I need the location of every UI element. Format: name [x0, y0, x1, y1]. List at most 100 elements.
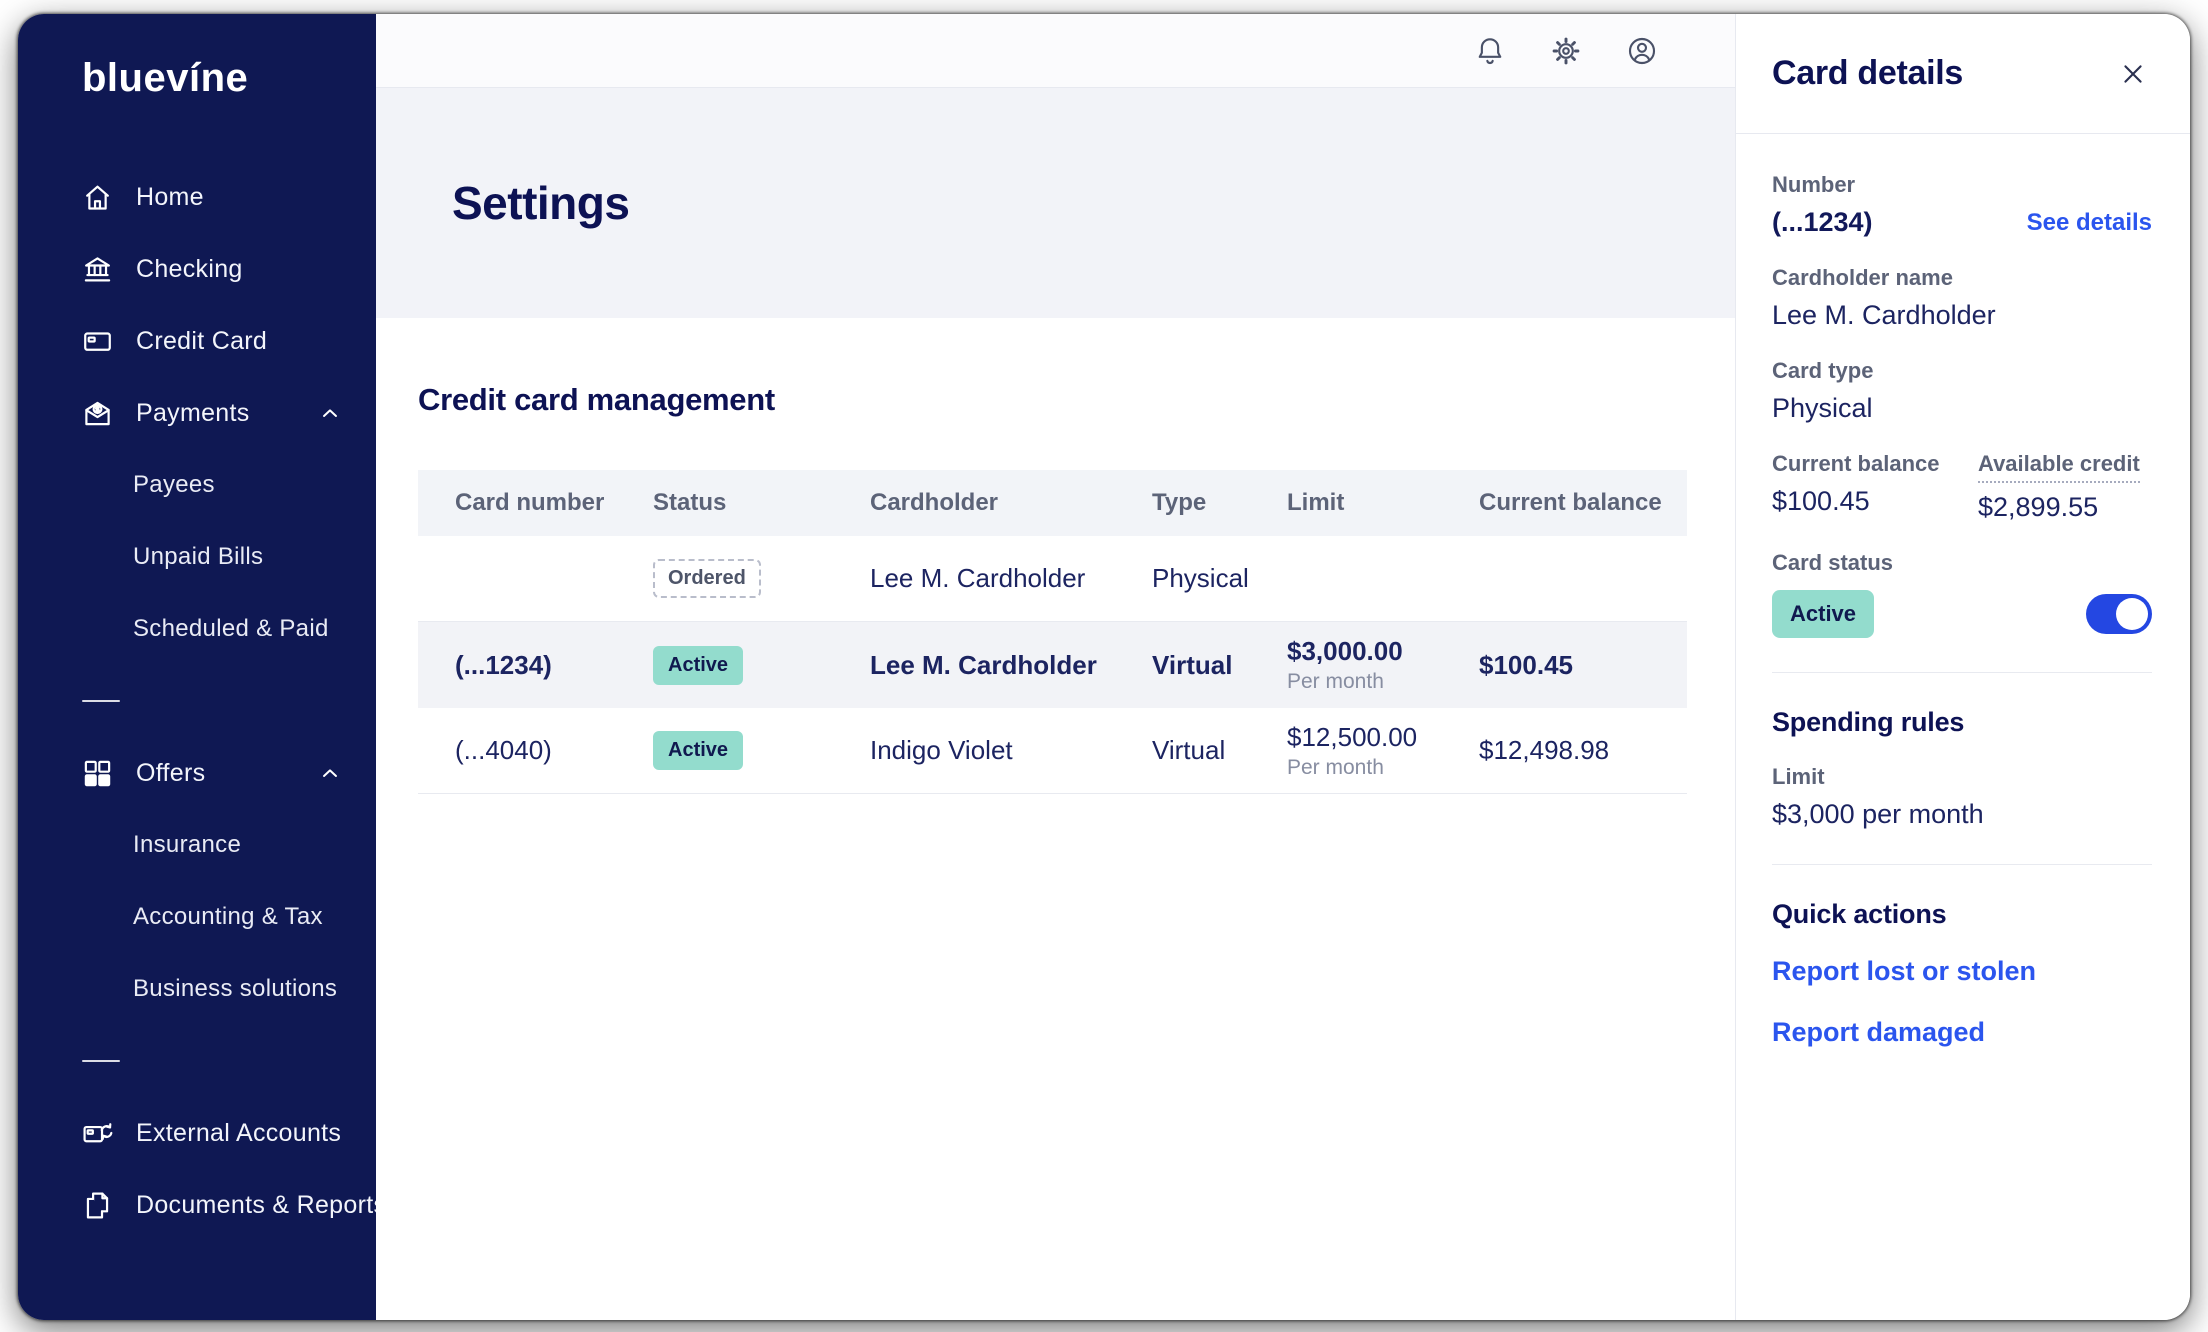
- cell-current-balance: $12,498.98: [1479, 735, 1610, 765]
- sidebar-item-business-solutions[interactable]: Business solutions: [18, 953, 376, 1025]
- credit-card-table: Card number Status Cardholder Type Limit…: [418, 470, 1687, 794]
- sidebar-item-credit-card[interactable]: Credit Card: [18, 305, 376, 377]
- column-header: Current balance: [1479, 489, 1662, 516]
- available-credit-value: $2,899.55: [1978, 492, 2099, 522]
- card-status-toggle[interactable]: [2086, 594, 2152, 634]
- field-label: Limit: [1772, 764, 1825, 789]
- table-row[interactable]: Ordered Lee M. Cardholder Physical: [418, 536, 1687, 622]
- cell-card-number: (...1234): [455, 649, 552, 680]
- home-icon: [82, 182, 113, 213]
- sidebar-item-documents-reports[interactable]: Documents & Reports: [18, 1169, 386, 1241]
- field-spending-limit: Limit $3,000 per month: [1772, 764, 2152, 830]
- card-number-value: (...1234): [1772, 207, 1873, 237]
- sidebar-item-label: Insurance: [133, 831, 242, 858]
- chevron-up-icon: [318, 401, 342, 425]
- field-balances: Current balance $100.45 Available credit…: [1772, 451, 2152, 523]
- sidebar-item-checking[interactable]: Checking: [18, 233, 376, 305]
- toggle-knob: [2116, 598, 2148, 630]
- cell-cardholder: Indigo Violet: [870, 735, 1013, 765]
- sidebar-item-label: Scheduled & Paid: [133, 615, 329, 642]
- field-available-credit: Available credit $2,899.55: [1978, 451, 2152, 523]
- report-lost-stolen-link[interactable]: Report lost or stolen: [1772, 956, 2037, 986]
- cell-cardholder: Lee M. Cardholder: [870, 649, 1097, 680]
- profile-button[interactable]: [1625, 34, 1659, 68]
- column-header: Type: [1152, 489, 1207, 516]
- limit-amount: $3,000.00: [1287, 636, 1403, 666]
- close-panel-button[interactable]: [2116, 57, 2150, 91]
- quick-actions-title: Quick actions: [1772, 899, 1947, 929]
- payments-icon: [82, 398, 113, 429]
- content-area: Credit card management Card number Statu…: [376, 318, 1735, 1320]
- report-damaged-link[interactable]: Report damaged: [1772, 1017, 1986, 1047]
- cell-type: Virtual: [1152, 649, 1233, 680]
- panel-title: Card details: [1772, 54, 1964, 92]
- chevron-up-icon: [318, 761, 342, 785]
- field-card-type: Card type Physical: [1772, 358, 2152, 424]
- page-header-band: Settings: [376, 88, 1735, 318]
- sidebar-item-label: Home: [136, 182, 204, 211]
- cell-status: Active: [653, 645, 870, 685]
- topbar: [376, 14, 1735, 88]
- field-cardholder-name: Cardholder name Lee M. Cardholder: [1772, 265, 2152, 331]
- external-accounts-icon: [82, 1118, 113, 1149]
- column-header: Cardholder: [870, 489, 999, 516]
- sidebar-item-label: Unpaid Bills: [133, 543, 264, 570]
- sidebar-item-label: Accounting & Tax: [133, 903, 323, 930]
- offers-grid-icon: [82, 758, 113, 789]
- bell-icon: [1478, 37, 1502, 64]
- bank-icon: [82, 254, 113, 285]
- panel-header: Card details: [1736, 14, 2190, 134]
- sidebar-item-payees[interactable]: Payees: [18, 449, 376, 521]
- app-window: bluevíne Home Checking Credit Card: [18, 14, 2190, 1320]
- sidebar-item-label: External Accounts: [136, 1118, 342, 1147]
- cell-status: Ordered: [653, 559, 870, 598]
- field-current-balance: Current balance $100.45: [1772, 451, 1978, 523]
- limit-period: Per month: [1287, 755, 1384, 779]
- notifications-button[interactable]: [1473, 34, 1507, 68]
- sidebar-item-offers[interactable]: Offers: [18, 737, 376, 809]
- available-credit-label: Available credit: [1978, 451, 2140, 483]
- user-avatar-icon: [1628, 37, 1656, 64]
- field-label: Card type: [1772, 358, 1874, 383]
- sidebar-item-label: Payments: [136, 398, 250, 427]
- cell-limit: $12,500.00 Per month: [1287, 722, 1479, 780]
- status-badge: Ordered: [653, 559, 761, 598]
- card-details-panel: Card details Number (...1234) See detail…: [1735, 14, 2190, 1320]
- field-card-status: Card status Active: [1772, 550, 2152, 638]
- sidebar: bluevíne Home Checking Credit Card: [18, 14, 386, 1320]
- sidebar-item-payments[interactable]: Payments: [18, 377, 376, 449]
- see-details-link[interactable]: See details: [2026, 208, 2152, 236]
- panel-body: Number (...1234) See details Cardholder …: [1736, 134, 2190, 1078]
- sidebar-item-accounting-tax[interactable]: Accounting & Tax: [18, 881, 376, 953]
- settings-button[interactable]: [1549, 34, 1583, 68]
- sidebar-item-external-accounts[interactable]: External Accounts: [18, 1097, 376, 1169]
- spending-limit-value: $3,000 per month: [1772, 799, 1984, 829]
- gear-icon: [1552, 37, 1580, 64]
- sidebar-item-scheduled-paid[interactable]: Scheduled & Paid: [18, 593, 376, 665]
- sidebar-item-insurance[interactable]: Insurance: [18, 809, 376, 881]
- sidebar-item-unpaid-bills[interactable]: Unpaid Bills: [18, 521, 376, 593]
- spending-rules-title: Spending rules: [1772, 707, 1965, 737]
- column-header: Card number: [455, 489, 605, 516]
- status-badge: Active: [653, 645, 744, 685]
- cell-status: Active: [653, 731, 870, 770]
- sidebar-item-label: Business solutions: [133, 975, 338, 1002]
- table-row[interactable]: (...4040) Active Indigo Violet Virtual $…: [418, 708, 1687, 794]
- sidebar-nav: Home Checking Credit Card Payments: [18, 161, 386, 1241]
- sidebar-item-label: Payees: [133, 471, 215, 498]
- field-label: Cardholder name: [1772, 265, 1953, 290]
- card-type-value: Physical: [1772, 393, 1873, 423]
- sidebar-item-label: Offers: [136, 758, 206, 787]
- table-header-row: Card number Status Cardholder Type Limit…: [418, 470, 1687, 536]
- panel-divider: [1772, 864, 2152, 865]
- cell-limit: $3,000.00 Per month: [1287, 636, 1479, 694]
- page-title: Settings: [452, 177, 630, 229]
- close-icon: [2124, 64, 2142, 83]
- field-label: Card status: [1772, 550, 1894, 575]
- card-status-badge: Active: [1772, 590, 1875, 638]
- field-label: Current balance: [1772, 451, 1940, 476]
- cell-cardholder: Lee M. Cardholder: [870, 563, 1086, 593]
- sidebar-item-home[interactable]: Home: [18, 161, 376, 233]
- sidebar-divider: [18, 1025, 376, 1097]
- table-row-selected[interactable]: (...1234) Active Lee M. Cardholder Virtu…: [418, 622, 1687, 708]
